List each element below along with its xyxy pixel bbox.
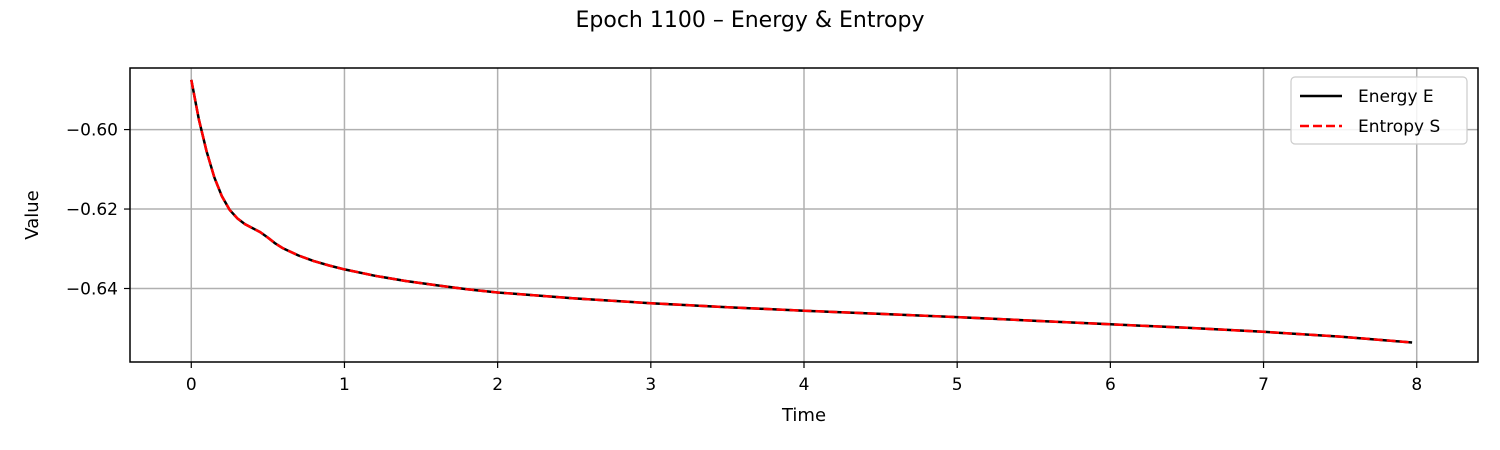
series-line-energy xyxy=(190,79,1413,344)
chart-title: Epoch 1100 – Energy & Entropy xyxy=(576,8,925,33)
x-axis-ticks: 0 1 2 3 4 5 6 7 8 xyxy=(186,362,1422,395)
x-tick-label: 3 xyxy=(645,375,656,395)
legend-label-entropy: Entropy S xyxy=(1358,117,1440,137)
y-tick-label: −0.64 xyxy=(66,280,118,300)
x-tick-label: 4 xyxy=(799,375,810,395)
x-axis-label: Time xyxy=(781,405,826,426)
series-layer xyxy=(190,79,1413,344)
x-tick-label: 6 xyxy=(1105,375,1116,395)
x-tick-label: 2 xyxy=(492,375,503,395)
grid-lines xyxy=(130,68,1478,362)
x-tick-label: 1 xyxy=(339,375,350,395)
y-tick-label: −0.60 xyxy=(66,121,118,141)
y-tick-label: −0.62 xyxy=(66,200,118,220)
x-tick-label: 8 xyxy=(1411,375,1422,395)
x-tick-label: 7 xyxy=(1258,375,1269,395)
y-axis-ticks: −0.60 −0.62 −0.64 xyxy=(66,121,130,300)
x-tick-label: 0 xyxy=(186,375,197,395)
legend-label-energy: Energy E xyxy=(1358,87,1434,107)
series-line-entropy xyxy=(190,79,1413,344)
x-tick-label: 5 xyxy=(952,375,963,395)
legend: Energy E Entropy S xyxy=(1290,76,1468,145)
y-axis-label: Value xyxy=(22,190,43,239)
